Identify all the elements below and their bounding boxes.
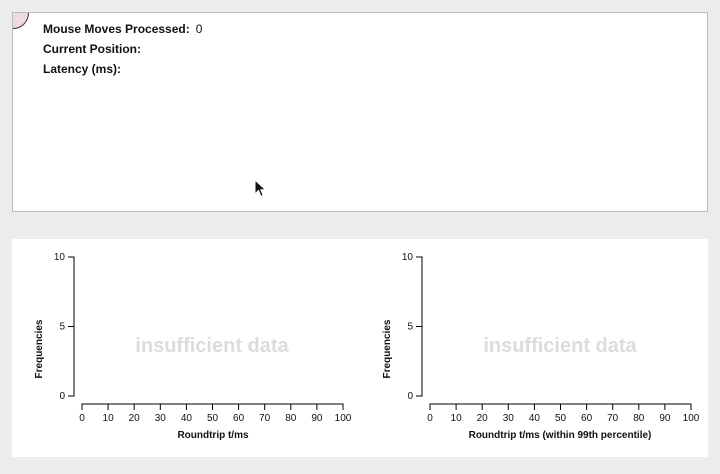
histograms-svg: Frequencies insufficient data Roundtrip … (34, 252, 700, 441)
x-tick-label: 100 (335, 413, 352, 424)
x-tick-label: 60 (581, 413, 593, 424)
latency-row: Latency (ms): (43, 62, 127, 76)
y-tick-label: 10 (402, 252, 414, 263)
y-axis-label: Frequencies (34, 319, 45, 378)
charts-panel: Frequencies insufficient data Roundtrip … (12, 239, 708, 457)
x-tick-label: 70 (607, 413, 619, 424)
x-tick-label: 10 (103, 413, 115, 424)
x-tick-label: 50 (207, 413, 219, 424)
x-tick-label: 20 (477, 413, 489, 424)
x-tick-label: 10 (451, 413, 463, 424)
mouse-pointer-icon (254, 179, 267, 198)
insufficient-data-message: insufficient data (135, 335, 289, 357)
moves-processed-value: 0 (195, 22, 203, 36)
x-tick-label: 90 (659, 413, 671, 424)
x-tick-label: 80 (633, 413, 645, 424)
current-position-label: Current Position: (43, 42, 141, 56)
moves-processed-label: Mouse Moves Processed: (43, 22, 190, 36)
x-tick-label: 40 (529, 413, 541, 424)
insufficient-data-message: insufficient data (483, 335, 637, 357)
x-tick-label: 30 (155, 413, 167, 424)
x-tick-label: 0 (427, 413, 433, 424)
mouse-tracking-area[interactable]: Mouse Moves Processed: 0 Current Position… (12, 12, 708, 212)
x-tick-label: 30 (503, 413, 515, 424)
current-position-row: Current Position: (43, 42, 147, 56)
x-tick-label: 90 (311, 413, 323, 424)
x-tick-label: 0 (79, 413, 85, 424)
x-axis-label: Roundtrip t/ms (within 99th percentile) (469, 430, 652, 441)
y-axis-label: Frequencies (382, 319, 393, 378)
x-tick-label: 50 (555, 413, 567, 424)
x-tick-label: 80 (285, 413, 297, 424)
x-tick-label: 60 (233, 413, 245, 424)
y-tick-label: 5 (59, 322, 65, 333)
moves-processed-row: Mouse Moves Processed: 0 (43, 22, 202, 36)
x-tick-label: 100 (683, 413, 700, 424)
x-axis-label: Roundtrip t/ms (177, 430, 249, 441)
y-tick-label: 0 (59, 391, 65, 402)
histogram-roundtrip: Frequencies insufficient data Roundtrip … (34, 252, 352, 441)
y-tick-label: 10 (54, 252, 66, 263)
x-tick-label: 40 (181, 413, 193, 424)
y-tick-label: 5 (407, 322, 413, 333)
latency-label: Latency (ms): (43, 62, 122, 76)
x-tick-label: 20 (129, 413, 141, 424)
histogram-99th-percentile: Frequencies insufficient data Roundtrip … (382, 252, 700, 441)
cursor-dot (13, 13, 29, 29)
y-tick-label: 0 (407, 391, 413, 402)
x-tick-label: 70 (259, 413, 271, 424)
